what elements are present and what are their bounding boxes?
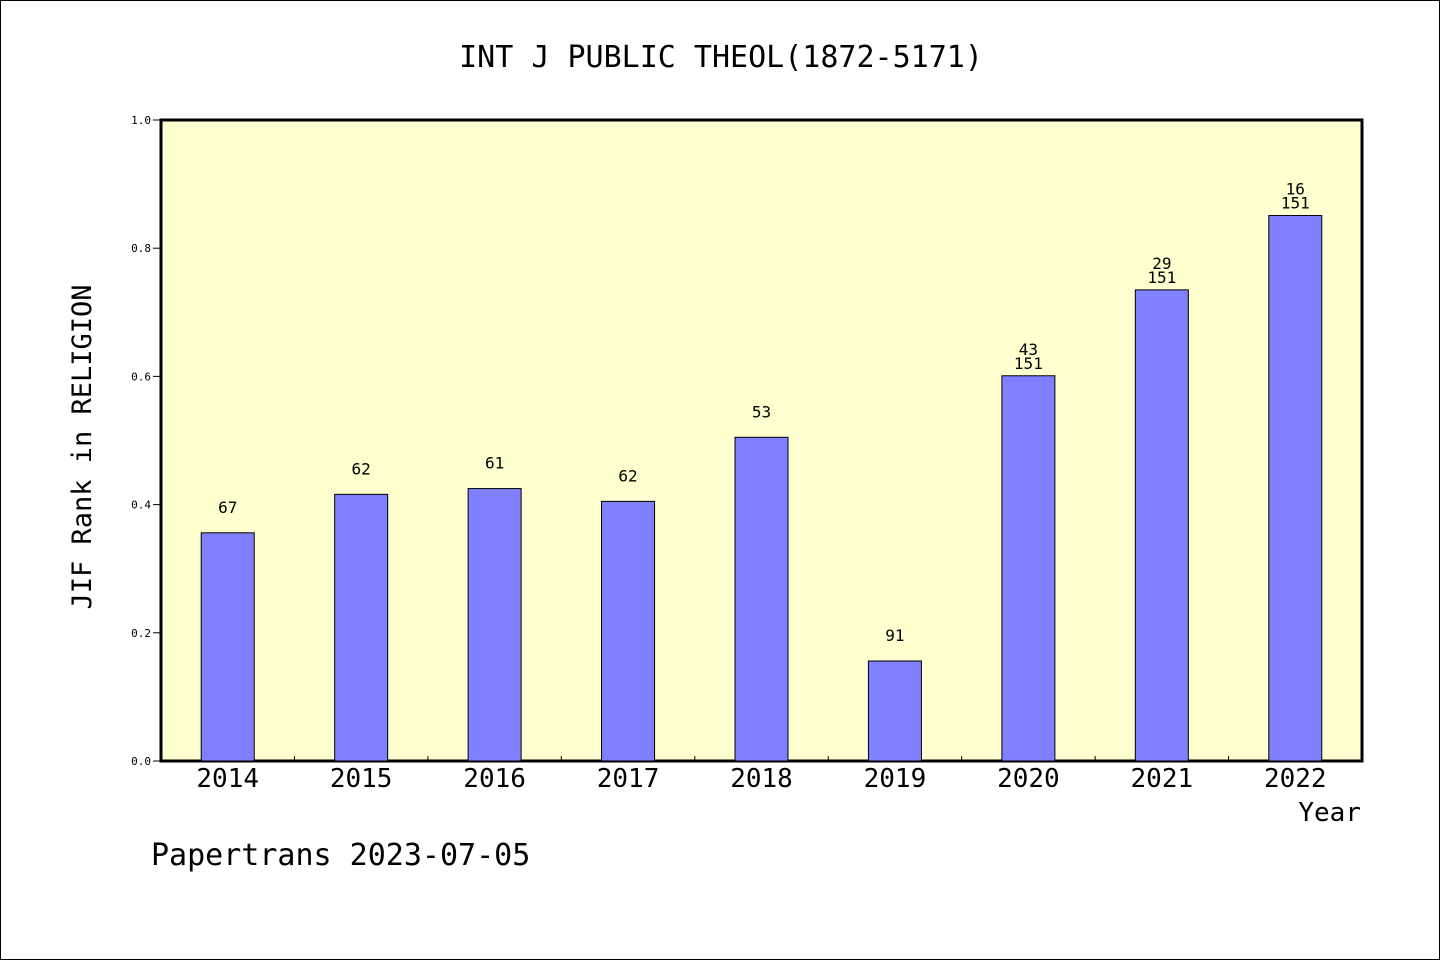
bar-2020 [1001,375,1056,762]
bars-group [200,215,1323,762]
rank-label: 53 [752,402,771,421]
total-label: 151 [1281,194,1310,213]
y-tick-label: 0.8 [131,242,151,255]
y-tick-label: 0.4 [131,499,151,512]
rank-label: 16 [1286,180,1305,199]
x-axis-label: Year [1298,798,1361,828]
x-tick-label: 2018 [730,764,793,794]
footer-credit: Papertrans 2023-07-05 [151,838,530,873]
bar-2014 [200,532,255,762]
y-axis-label: JIF Rank in RELIGION [67,284,98,609]
x-tick-label: 2017 [597,764,660,794]
y-axis: 0.0 0.2 0.4 0.6 0.8 1.0 [131,114,161,768]
bar-2018 [734,436,789,762]
x-tick-label: 2014 [196,764,259,794]
y-tick-label: 0.2 [131,627,151,640]
bar-2017 [601,500,656,762]
rank-label: 67 [218,498,237,517]
bar-2021 [1134,289,1189,762]
x-tick-label: 2016 [463,764,526,794]
bar-2015 [334,493,389,762]
y-tick-label: 0.0 [131,755,151,768]
bar-2016 [467,488,522,762]
rank-label: 61 [485,454,504,473]
bar-2019 [867,660,922,762]
chart-title: INT J PUBLIC THEOL(1872-5171) [459,40,983,75]
bar-2022 [1268,215,1323,762]
rank-label: 91 [885,626,904,645]
total-label: 151 [1014,354,1043,373]
x-tick-label: 2019 [864,764,927,794]
rank-label: 62 [618,466,637,485]
rank-label: 43 [1019,340,1038,359]
rank-label: 29 [1152,254,1171,273]
x-tick-label: 2021 [1131,764,1194,794]
total-label: 151 [1147,268,1176,287]
rank-label: 62 [352,459,371,478]
y-tick-label: 0.6 [131,370,151,383]
x-axis: 2014 2015 2016 2017 2018 2019 2020 2021 2022 [196,756,1327,794]
x-tick-label: 2022 [1264,764,1327,794]
x-tick-label: 2020 [997,764,1060,794]
x-tick-label: 2015 [330,764,393,794]
y-tick-label: 1.0 [131,114,151,127]
